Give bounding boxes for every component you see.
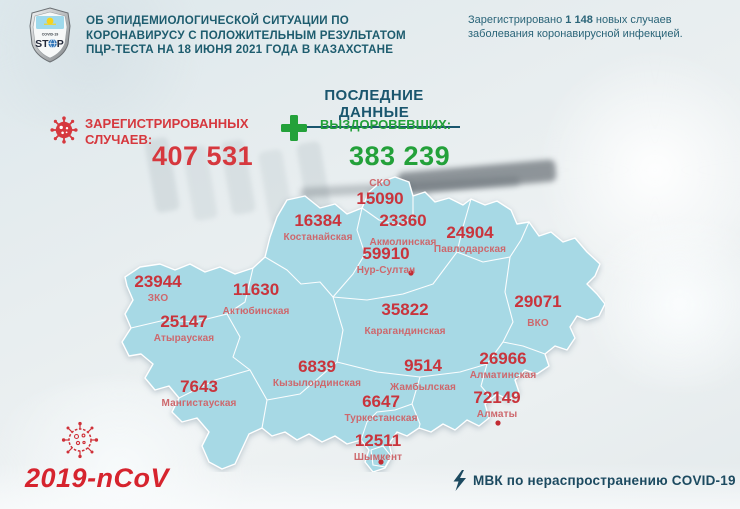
region-case-count: 16384 xyxy=(294,211,342,230)
region-label-almaty-city: 72149 Алматы xyxy=(473,388,521,420)
recovered-value: 383 239 xyxy=(349,141,451,171)
logo-stop-left: ST xyxy=(35,38,49,50)
region-label-kyzylorda: 6839 Кызылординская xyxy=(272,357,362,389)
ncov-label: 2019-nCoV xyxy=(25,463,170,493)
region-name: Акмолинская xyxy=(369,237,437,248)
region-case-count: 15090 xyxy=(356,189,404,208)
region-label-zko: 23944 ЗКО xyxy=(134,272,182,304)
region-name: Алматы xyxy=(476,409,518,420)
region-name: Карагандинская xyxy=(364,326,446,337)
recovered-label: ВЫЗДОРОВЕВШИХ: xyxy=(320,117,452,132)
new-cases-prefix: Зарегистрировано xyxy=(468,14,563,26)
region-case-count: 24904 xyxy=(446,223,494,242)
region-case-count: 29071 xyxy=(514,292,562,311)
region-name: Павлодарская xyxy=(433,244,507,255)
region-label-akmola: 23360 Акмолинская xyxy=(369,211,437,248)
region-case-count: 6839 xyxy=(298,357,336,376)
region-case-count: 35822 xyxy=(381,300,429,319)
shield-icon: COVID-19 ST P xyxy=(29,7,71,63)
region-label-pavlodar: 24904 Павлодарская xyxy=(433,223,507,255)
region-label-aktobe: 11630 Актюбинская xyxy=(222,280,290,317)
globe-icon xyxy=(48,38,57,48)
logo-stop-right: P xyxy=(57,38,64,50)
virus-outline-icon xyxy=(60,420,100,465)
region-label-sko: СКО 15090 xyxy=(356,178,403,207)
region-name: Алматинская xyxy=(469,370,537,381)
new-cases-count: 1 148 xyxy=(565,14,593,26)
committee-credit: МВК по нераспространению COVID-19 xyxy=(452,470,736,491)
region-label-nursultan: 59910 Нур-Султан xyxy=(356,244,416,276)
region-case-count: 25147 xyxy=(160,312,208,331)
region-name: Жамбылская xyxy=(390,382,456,393)
title-line-2: КОРОНАВИРУСУ С ПОЛОЖИТЕЛЬНЫМ РЕЗУЛЬТАТОМ xyxy=(86,28,406,42)
region-name: Атырауская xyxy=(153,333,215,344)
virus-icon xyxy=(49,115,79,150)
region-label-shymkent: 12511 Шымкент xyxy=(353,431,403,463)
shymkent-enclave-border xyxy=(370,445,392,468)
new-cases-suffix: новых случаев заболевания коронавирусной… xyxy=(468,14,683,40)
region-name: Мангистауская xyxy=(161,398,237,409)
logo-covid-text: COVID-19 xyxy=(42,33,59,37)
region-case-count: 72149 xyxy=(473,388,521,407)
region-label-kostanay: 16384 Костанайская xyxy=(283,211,353,243)
almaty-city-dot xyxy=(495,420,501,426)
region-label-atyrau: 25147 Атырауская xyxy=(153,312,215,344)
latest-data-heading: ПОСЛЕДНИЕ ДАННЫЕ xyxy=(288,87,460,128)
region-case-count: 6647 xyxy=(362,392,400,411)
region-name: Шымкент xyxy=(353,452,403,463)
region-case-count: 59910 xyxy=(362,244,410,263)
region-label-karaganda: 35822 Карагандинская xyxy=(364,300,446,337)
committee-text: МВК по нераспространению COVID-19 xyxy=(473,473,736,488)
title-line-1: ОБ ЭПИДЕМИОЛОГИЧЕСКОЙ СИТУАЦИИ ПО xyxy=(86,14,349,27)
region-name: Кызылординская xyxy=(272,378,362,389)
region-label-zhambyl: 9514 Жамбылская xyxy=(390,356,456,393)
region-name: Актюбинская xyxy=(222,306,290,317)
region-case-count: 12511 xyxy=(354,431,402,450)
registered-cases-value: 407 531 xyxy=(152,141,254,171)
region-name: Нур-Султан xyxy=(356,265,416,276)
region-name: СКО xyxy=(369,178,391,189)
lightning-icon xyxy=(453,470,466,491)
region-label-mangystau: 7643 Мангистауская xyxy=(161,377,237,409)
region-case-count: 23360 xyxy=(379,211,427,230)
stop-covid-shield-logo: COVID-19 ST P xyxy=(28,7,72,68)
region-case-count: 9514 xyxy=(404,356,442,375)
nur-sultan-city-dot xyxy=(408,270,414,276)
region-name: Туркестанская xyxy=(344,413,418,424)
new-cases-note: Зарегистрировано 1 148 новых случаев заб… xyxy=(468,14,700,41)
region-case-count: 23944 xyxy=(134,272,182,291)
region-name: Костанайская xyxy=(283,232,353,243)
region-name: ЗКО xyxy=(147,293,169,304)
shymkent-city-dot xyxy=(378,459,384,465)
page-title: ОБ ЭПИДЕМИОЛОГИЧЕСКОЙ СИТУАЦИИ ПО КОРОНА… xyxy=(86,14,406,58)
region-case-count: 26966 xyxy=(479,349,527,368)
region-label-turkestan: 6647 Туркестанская xyxy=(344,392,418,424)
region-case-count: 11630 xyxy=(232,280,280,299)
region-case-count: 7643 xyxy=(180,377,218,396)
plus-icon xyxy=(280,114,308,147)
region-label-almaty-region: 26966 Алматинская xyxy=(469,349,537,381)
region-label-vko: 29071 ВКО xyxy=(514,292,562,329)
title-line-3: ПЦР-ТЕСТА НА 18 ИЮНЯ 2021 ГОДА В КАЗАХСТ… xyxy=(86,43,394,57)
region-name: ВКО xyxy=(527,318,549,329)
